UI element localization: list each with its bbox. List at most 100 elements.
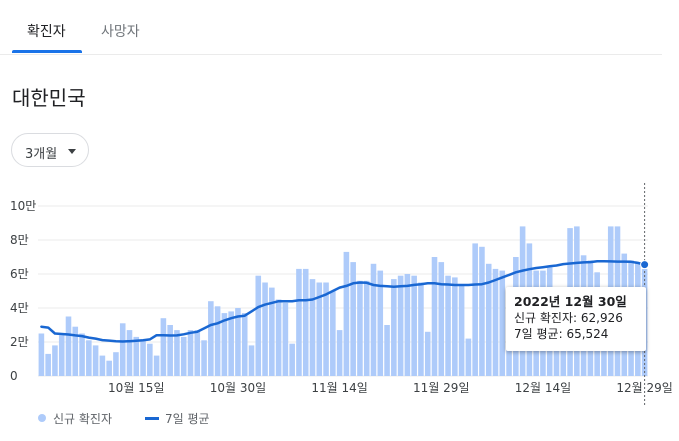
case-bar: [79, 333, 85, 376]
case-bar: [479, 246, 485, 376]
case-bar: [336, 330, 343, 376]
case-bar: [153, 355, 160, 376]
case-bar: [499, 270, 506, 376]
case-bar: [228, 311, 234, 376]
tab-deaths[interactable]: 사망자: [101, 24, 140, 40]
case-bar: [397, 275, 404, 376]
tooltip-cases-value: 62,926: [580, 311, 623, 325]
case-bar: [187, 330, 194, 376]
legend-new-cases-label: 신규 확진자: [53, 412, 113, 426]
case-bar: [92, 345, 99, 376]
case-bar: [119, 323, 126, 376]
case-bar: [289, 343, 295, 376]
legend-item-seven-day-average: 7일 평균: [145, 410, 210, 427]
case-bar: [343, 251, 350, 376]
x-tick-label: 10월 15일: [108, 381, 164, 395]
case-bar: [221, 313, 228, 376]
tooltip-average-label: 7일 평균: [514, 327, 559, 341]
bar-swatch-icon: [38, 414, 46, 422]
case-bar: [255, 275, 262, 376]
case-bar: [330, 291, 336, 376]
case-bar: [269, 287, 275, 376]
caret-down-icon: [68, 149, 76, 154]
case-bar: [262, 282, 268, 376]
x-tick-label: 11월 14일: [311, 381, 367, 395]
case-bar: [72, 326, 79, 376]
case-bar: [214, 306, 221, 376]
case-bar: [391, 279, 397, 376]
case-bar: [458, 284, 465, 376]
case-bar: [167, 325, 173, 376]
case-bar: [472, 243, 478, 376]
case-bar: [411, 275, 417, 376]
case-bar: [384, 325, 390, 376]
case-bar: [113, 352, 119, 376]
case-bar: [350, 262, 356, 376]
case-bar: [418, 282, 424, 376]
active-tab-indicator: [12, 50, 82, 53]
case-bar: [58, 335, 65, 376]
case-bar: [492, 268, 499, 376]
case-bar: [201, 340, 207, 376]
case-bar: [370, 263, 377, 376]
case-bar: [302, 268, 309, 376]
case-bar: [282, 302, 289, 376]
case-bar: [560, 333, 567, 376]
tab-confirmed[interactable]: 확진자: [27, 24, 66, 40]
y-tick-label: 4만: [10, 301, 29, 315]
case-bar: [133, 336, 140, 376]
case-bar: [208, 301, 214, 376]
case-bar: [86, 340, 92, 376]
case-bar: [241, 313, 248, 376]
case-bar: [147, 343, 153, 376]
case-bar: [126, 330, 133, 376]
case-bar: [485, 263, 492, 376]
date-range-label: 3개월: [25, 147, 58, 162]
case-bar: [316, 282, 323, 376]
case-bar: [424, 331, 431, 376]
case-bar: [465, 338, 472, 376]
seven-day-average-line: [40, 259, 646, 343]
case-bar: [180, 336, 187, 376]
case-bar: [323, 282, 329, 376]
case-bar: [174, 330, 180, 376]
case-bar: [452, 277, 458, 376]
y-tick-label: 0: [10, 369, 18, 383]
tooltip-average-row: 7일 평균: 65,524: [514, 327, 609, 341]
y-tick-label: 2만: [10, 335, 29, 349]
case-bar: [38, 333, 45, 376]
region-title: 대한민국: [12, 86, 86, 110]
tab-bar: 확진자 사망자: [0, 0, 662, 55]
case-bar: [296, 268, 302, 376]
case-bar: [357, 280, 363, 376]
line-swatch-icon: [145, 417, 159, 420]
case-bar: [235, 308, 241, 376]
case-bar: [65, 316, 72, 376]
tooltip-date: 2022년 12월 30일: [514, 294, 627, 309]
case-bar: [431, 257, 438, 376]
x-tick-label: 10월 30일: [210, 381, 266, 395]
case-bar: [445, 275, 451, 376]
case-bar: [506, 331, 512, 376]
case-bar: [309, 279, 316, 376]
case-bar: [601, 340, 607, 376]
legend-average-label: 7일 평균: [165, 412, 210, 426]
tooltip-average-value: 65,524: [566, 327, 609, 341]
case-bar: [99, 355, 106, 376]
tooltip-cases-row: 신규 확진자: 62,926: [514, 311, 623, 325]
y-tick-label: 8만: [10, 233, 29, 247]
date-range-dropdown[interactable]: 3개월: [11, 133, 89, 167]
case-bar: [438, 262, 445, 376]
case-bar: [404, 274, 411, 376]
case-bar: [160, 318, 167, 376]
x-tick-label: 11월 29일: [413, 381, 469, 395]
case-bar: [377, 270, 384, 376]
case-bar: [194, 330, 201, 376]
legend-item-new-cases: 신규 확진자: [38, 410, 112, 427]
chart-tooltip: 2022년 12월 30일 신규 확진자: 62,926 7일 평균: 65,5…: [506, 287, 646, 351]
case-bar: [363, 280, 370, 376]
case-bar: [248, 345, 255, 376]
case-bar: [140, 340, 146, 376]
tooltip-cases-label: 신규 확진자: [514, 311, 574, 325]
y-tick-label: 6만: [10, 267, 29, 281]
